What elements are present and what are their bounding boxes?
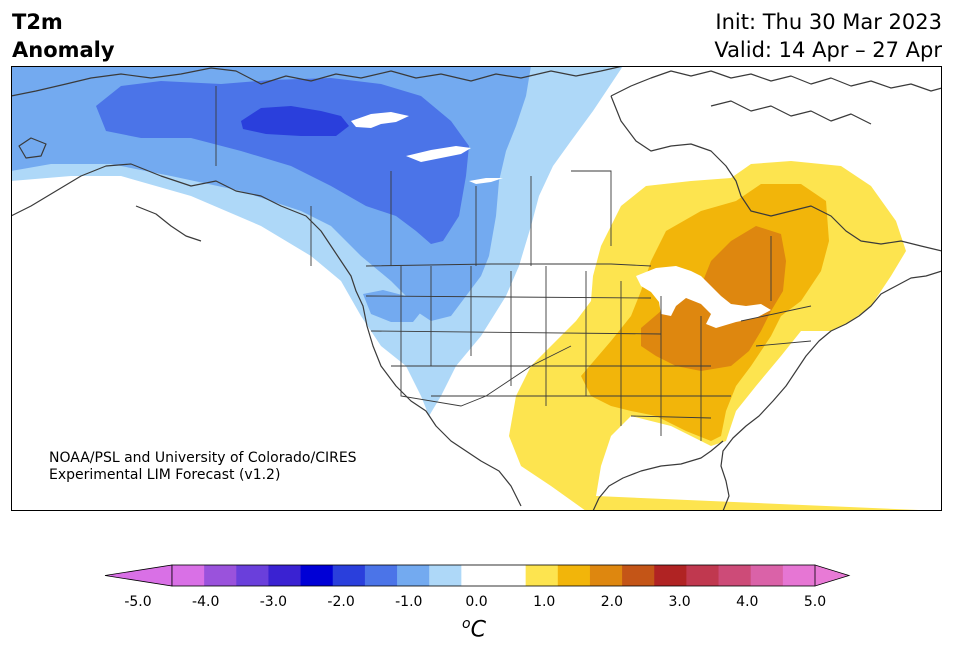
great-slave-lake <box>406 146 471 162</box>
credit-line-1: NOAA/PSL and University of Colorado/CIRE… <box>49 450 357 466</box>
colorbar-tick-label: 0.0 <box>465 594 487 610</box>
colorbar-swatch <box>172 565 205 586</box>
colorbar-swatch <box>622 565 655 586</box>
colorbar-tick-label: -1.0 <box>395 594 422 610</box>
colorbar-tick-label: -2.0 <box>327 594 354 610</box>
colorbar-swatch <box>236 565 269 586</box>
colorbar: -5.0 -4.0 -3.0 -2.0 -1.0 0.0 1.0 2.0 3.0 4.0 5.0 <box>104 564 851 610</box>
colorbar-swatch <box>493 565 527 586</box>
colorbar-tick-label: 3.0 <box>668 594 690 610</box>
unit-letter: C <box>470 617 486 643</box>
cold-anomaly-core <box>241 106 349 136</box>
colorbar-swatch <box>429 565 462 586</box>
colorbar-swatch <box>654 565 687 586</box>
valid-range: Valid: 14 Apr – 27 Apr <box>714 38 942 62</box>
colorbar-min-arrow <box>104 564 173 587</box>
init-date: Init: Thu 30 Mar 2023 <box>715 10 942 34</box>
colorbar-unit-label: oC <box>462 616 486 642</box>
title-line-2: Anomaly <box>12 38 115 62</box>
great-bear-lake <box>351 112 409 128</box>
colorbar-swatch <box>525 565 559 586</box>
map-frame <box>11 66 942 511</box>
colorbar-swatch <box>300 565 334 586</box>
colorbar-swatch <box>461 565 494 586</box>
great-lakes <box>636 266 771 328</box>
degree-superscript: o <box>462 616 471 632</box>
colorbar-swatch <box>397 565 430 586</box>
credit-text: NOAA/PSL and University of Colorado/CIRE… <box>49 450 357 484</box>
lake-athabasca <box>469 178 503 184</box>
colorbar-swatch <box>268 565 302 586</box>
anomaly-map <box>11 66 942 511</box>
colorbar-tick-label: 1.0 <box>533 594 555 610</box>
colorbar-tick-label: -3.0 <box>260 594 287 610</box>
colorbar-swatch <box>750 565 784 586</box>
map-title: T2m Anomaly <box>12 8 115 64</box>
title-line-1: T2m <box>12 10 63 34</box>
colorbar-swatch <box>718 565 752 586</box>
coastlines <box>11 66 942 511</box>
colorbar-swatch <box>204 565 237 586</box>
colorbar-tick-label: -4.0 <box>192 594 219 610</box>
colorbar-tick-label: 5.0 <box>804 594 826 610</box>
colorbar-max-arrow <box>814 564 851 587</box>
colorbar-frame <box>171 564 816 587</box>
forecast-dates: Init: Thu 30 Mar 2023 Valid: 14 Apr – 27… <box>714 8 942 64</box>
colorbar-swatch <box>557 565 591 586</box>
colorbar-swatch <box>332 565 366 586</box>
credit-line-2: Experimental LIM Forecast (v1.2) <box>49 467 281 483</box>
colorbar-tick-label: 2.0 <box>601 594 623 610</box>
colorbar-swatch <box>589 565 623 586</box>
colorbar-swatch <box>686 565 720 586</box>
political-boundaries <box>215 86 812 441</box>
colorbar-tick-label: -5.0 <box>124 594 151 610</box>
colorbar-swatch <box>364 565 398 586</box>
colorbar-tick-label: 4.0 <box>736 594 758 610</box>
colorbar-swatch <box>782 565 816 586</box>
